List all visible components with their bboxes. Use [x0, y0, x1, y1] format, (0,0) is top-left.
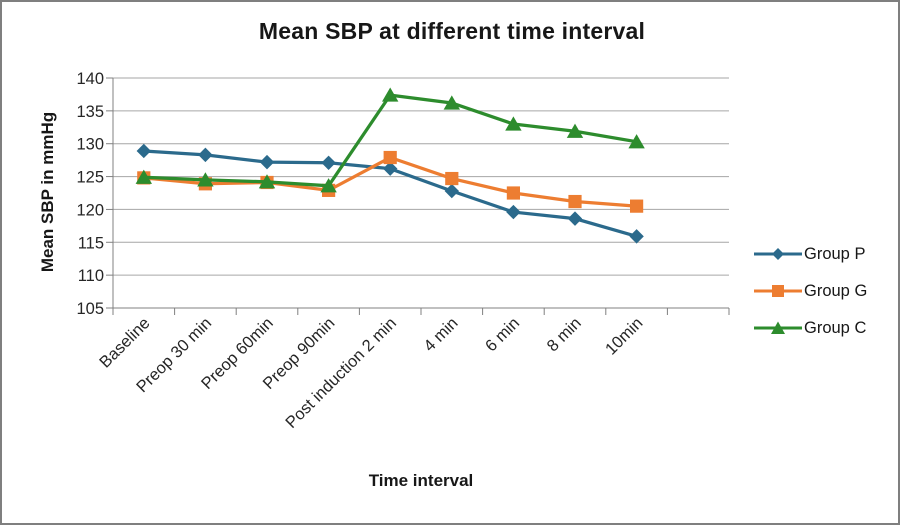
marker-group-p-6: [506, 204, 521, 220]
y-tick-label-125: 125: [76, 169, 104, 187]
legend-label-group-p: Group P: [804, 244, 866, 263]
marker-group-c-2: [258, 174, 276, 189]
marker-group-p-1: [198, 147, 213, 163]
y-tick-label-120: 120: [76, 201, 104, 219]
chart-title: Mean SBP at different time interval: [258, 18, 646, 44]
x-tick-label-8-min: 8 min: [544, 314, 585, 355]
legend-glyph-group-g: [772, 285, 784, 297]
legend-item-group-g: Group G: [754, 279, 867, 303]
marker-group-p-4: [383, 161, 398, 176]
marker-group-p-5: [444, 183, 459, 199]
legend-item-group-c: Group C: [754, 316, 867, 340]
legend-glyph-group-p: [772, 248, 784, 260]
legend: Group P Group G Group C: [754, 242, 867, 340]
marker-group-g-4: [383, 150, 397, 165]
y-tick-label-110: 110: [78, 267, 104, 285]
marker-group-p-7: [567, 211, 583, 226]
x-tick-label-6-min: 6 min: [482, 314, 523, 355]
legend-label-group-c: Group C: [804, 318, 867, 337]
marker-group-c-4: [382, 87, 399, 102]
legend-marker-group-g: [754, 285, 802, 297]
y-tick-label-140: 140: [76, 70, 104, 88]
x-tick-label-baseline: Baseline: [96, 314, 153, 371]
marker-group-p-3: [321, 155, 336, 170]
x-tick-label-post-induction-2-min: Post induction 2 min: [282, 314, 400, 432]
marker-group-p-0: [136, 143, 151, 159]
y-tick-label-135: 135: [76, 103, 104, 121]
marker-group-c-8: [628, 134, 645, 149]
marker-group-c-1: [197, 172, 214, 187]
x-tick-label-10min: 10min: [602, 314, 647, 359]
legend-item-group-p: Group P: [754, 242, 867, 266]
y-tick-label-105: 105: [76, 300, 104, 318]
x-axis-title: Time interval: [368, 471, 474, 490]
marker-group-p-8: [629, 229, 644, 244]
marker-group-c-6: [505, 116, 522, 131]
marker-group-p-2: [259, 154, 275, 170]
legend-marker-group-c: [754, 321, 802, 334]
marker-group-c-5: [443, 95, 460, 110]
marker-group-c-0: [135, 169, 152, 184]
marker-group-g-5: [445, 171, 459, 186]
legend-glyph-group-c: [771, 321, 785, 334]
y-tick-label-115: 115: [78, 234, 104, 252]
marker-group-c-7: [566, 123, 584, 138]
legend-label-group-g: Group G: [804, 281, 868, 300]
marker-group-c-3: [320, 178, 337, 193]
marker-group-g-7: [568, 194, 582, 209]
marker-group-g-8: [630, 199, 644, 213]
x-tick-label-4-min: 4 min: [420, 314, 461, 355]
marker-group-g-6: [506, 186, 520, 200]
y-tick-label-130: 130: [76, 136, 104, 154]
legend-marker-group-p: [754, 248, 802, 260]
